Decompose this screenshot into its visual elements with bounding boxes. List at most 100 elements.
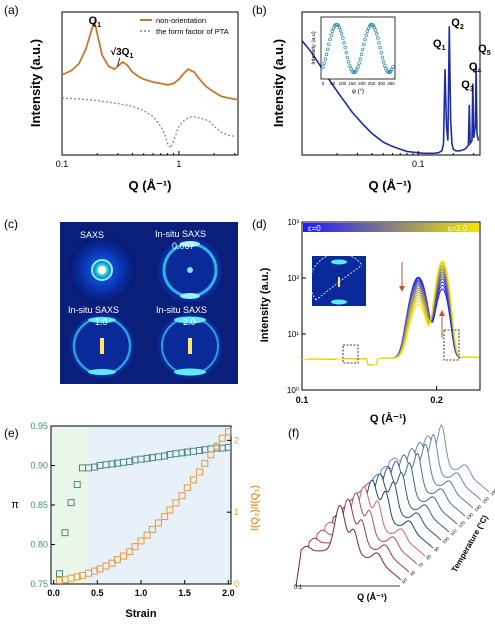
ratio-point bbox=[131, 543, 139, 551]
panel-letter-c: (c) bbox=[4, 217, 18, 231]
inset-point bbox=[322, 61, 326, 65]
sub: 1 bbox=[129, 53, 133, 60]
z-tick-label: 150 bbox=[481, 496, 490, 505]
inset-point bbox=[356, 65, 360, 69]
inset-point bbox=[378, 45, 382, 50]
panel-a-legend: non-orientation the form factor of PTA bbox=[140, 16, 229, 36]
panel-letter-e: (e) bbox=[4, 426, 19, 440]
z-tick-label: 90 bbox=[433, 545, 440, 552]
pi-point bbox=[55, 570, 63, 578]
inset-point bbox=[337, 25, 342, 30]
series-b bbox=[301, 26, 480, 155]
inset-point bbox=[338, 28, 343, 32]
inset-point bbox=[344, 50, 349, 55]
y-left-tick-label: 0.80 bbox=[30, 540, 48, 550]
sub: 5 bbox=[487, 50, 491, 57]
inset-point bbox=[327, 42, 331, 47]
label-insitu-0067-a: In-situ SAXS bbox=[155, 229, 206, 239]
z-tick-label: 80 bbox=[425, 553, 432, 560]
y-tick-label: 10² bbox=[287, 274, 299, 283]
inset-point bbox=[341, 36, 345, 40]
inset-point bbox=[324, 52, 329, 57]
x-tick-label: 0.5 bbox=[91, 588, 104, 598]
pi-point bbox=[196, 446, 204, 454]
panel-d-ylabel: Intensity (a.u.) bbox=[259, 267, 271, 342]
y-right-tick-label: 1 bbox=[234, 507, 239, 517]
ratio-point bbox=[213, 442, 221, 450]
temperature-curve bbox=[295, 504, 402, 587]
panel-letter-a: (a) bbox=[4, 3, 19, 17]
inset-point bbox=[358, 57, 363, 61]
z-tick-label: 60 bbox=[409, 569, 416, 576]
label-insitu-10-a: In-situ SAXS bbox=[68, 305, 119, 315]
sub: 1 bbox=[97, 22, 101, 29]
saxs-pattern-2 bbox=[158, 238, 222, 302]
inset-tick-label: 50 bbox=[330, 81, 336, 86]
ratio-point bbox=[196, 468, 204, 476]
colorbar-left-label: ε=0 bbox=[308, 224, 321, 233]
inset-tick-label: 350 bbox=[387, 81, 395, 86]
ratio-point bbox=[161, 512, 169, 520]
panel-a-plot: 0.1 1Q1√3Q1 bbox=[56, 15, 238, 169]
panel-a-frame bbox=[61, 11, 239, 156]
panel-d: (d) ε=0 ε=2.0 0.1 0.2 10⁰ 10¹ 10² 10³ Intensi… bbox=[252, 217, 481, 425]
pi-point bbox=[67, 499, 75, 507]
y-left-tick-label: 0.85 bbox=[30, 500, 48, 510]
inset-xlabel: φ (°) bbox=[352, 89, 364, 95]
label-insitu-0067-b: 0.067 bbox=[172, 241, 195, 251]
panel-e-xlabel: Strain bbox=[125, 608, 156, 620]
inset-point bbox=[346, 60, 351, 64]
panel-letter-b: (b) bbox=[252, 3, 267, 17]
inset-point bbox=[348, 63, 352, 68]
panel-e: (e) 0.0 0.5 1.0 1.5 2.00.750.800.850.900.950… bbox=[4, 421, 261, 620]
legend-form-factor: the form factor of PTA bbox=[156, 27, 229, 36]
x-tick-label: 0.1 bbox=[412, 159, 425, 169]
ratio-point bbox=[143, 531, 151, 539]
annotation-q1: Q1 bbox=[89, 15, 102, 29]
y-right-tick-label: 2 bbox=[234, 435, 239, 445]
pi-point bbox=[73, 480, 81, 488]
inset-point bbox=[363, 37, 367, 42]
inset-point bbox=[391, 65, 395, 69]
label-insitu-20-a: In-situ SAXS bbox=[156, 305, 207, 315]
ratio-point bbox=[207, 451, 215, 459]
pi-point bbox=[178, 449, 186, 457]
inset-point bbox=[362, 42, 366, 47]
inset-point bbox=[379, 50, 384, 55]
ratio-point bbox=[201, 459, 209, 467]
inset-point bbox=[373, 28, 378, 32]
panel-letter-f: (f) bbox=[288, 426, 299, 440]
zoom-box-2 bbox=[443, 329, 460, 361]
series-form-factor bbox=[61, 97, 235, 150]
inset-point bbox=[360, 47, 365, 52]
panel-a-ylabel: Intensity (a.u.) bbox=[28, 39, 43, 127]
y-right-tick-label: 0 bbox=[234, 579, 239, 589]
inset-point bbox=[342, 40, 346, 45]
inset-tick-label: 250 bbox=[368, 81, 376, 86]
panel-d-inset-image bbox=[309, 253, 366, 306]
ratio-point bbox=[224, 428, 232, 436]
z-tick-label: 160 bbox=[489, 488, 495, 497]
panel-d-plot: 0.1 0.2 10⁰ 10¹ 10² 10³ bbox=[287, 218, 479, 405]
panel-e-bg-green bbox=[51, 426, 88, 584]
pi-point bbox=[224, 443, 232, 451]
x-tick-label: 1.5 bbox=[178, 588, 191, 598]
pi-point bbox=[126, 458, 134, 466]
ratio-point bbox=[137, 537, 145, 545]
inset-tick-label: 200 bbox=[358, 81, 366, 86]
x-tick-label: 0.1 bbox=[296, 395, 309, 405]
panel-a: (a) 0.1 1Q1√3Q1 non-orientation the form … bbox=[4, 3, 239, 193]
z-tick-label: 140 bbox=[473, 504, 482, 513]
inset-point bbox=[328, 37, 332, 42]
y-left-tick-label: 0.75 bbox=[30, 579, 48, 589]
saxs-pattern-1 bbox=[68, 236, 136, 304]
peak-label: Q3 bbox=[461, 79, 474, 93]
z-tick-label: RT bbox=[401, 577, 409, 585]
sub: 3 bbox=[470, 86, 474, 93]
inset-tick-label: 150 bbox=[348, 81, 356, 86]
x-tick-label: 0.2 bbox=[430, 395, 443, 405]
inset-point bbox=[374, 32, 379, 36]
z-tick-label: 70 bbox=[417, 561, 424, 568]
